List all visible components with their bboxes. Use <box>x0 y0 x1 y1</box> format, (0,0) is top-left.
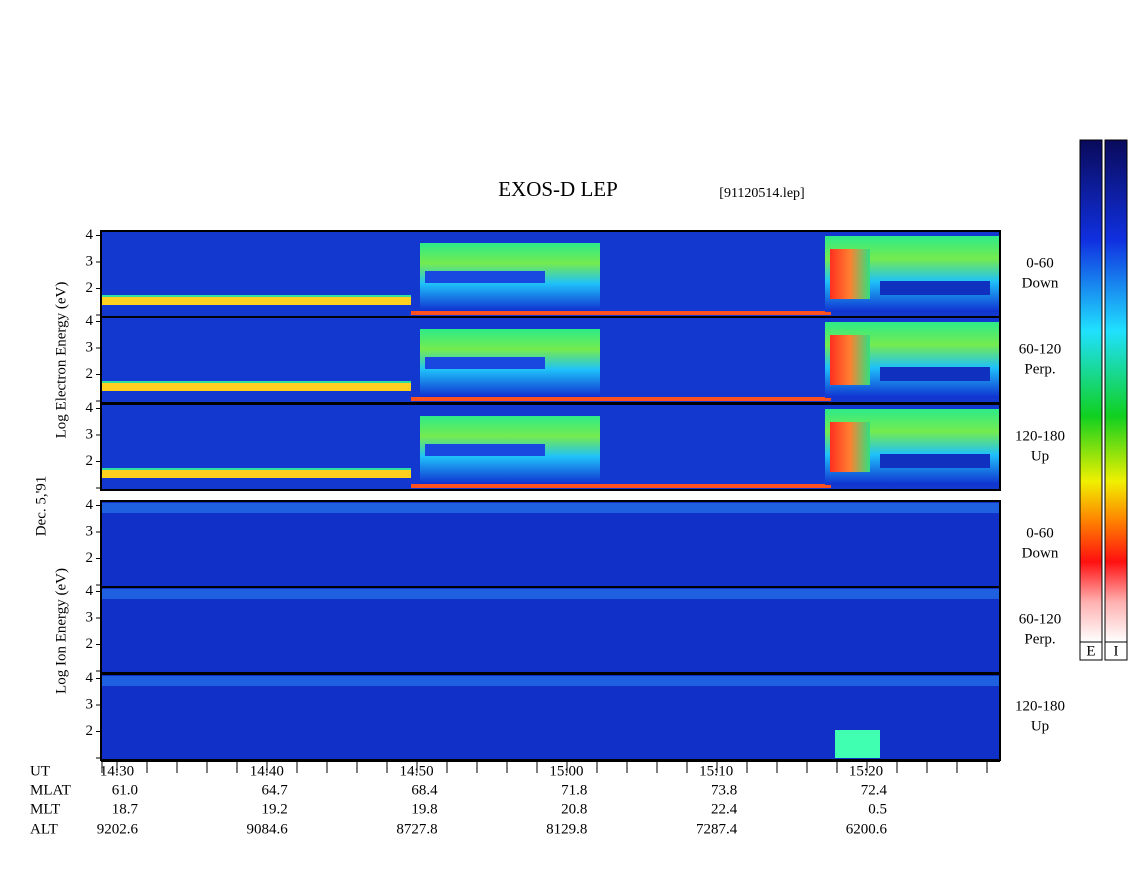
ion-feature <box>101 589 1001 599</box>
orbit-value: 7287.4 <box>696 821 738 837</box>
y-tick-label: 3 <box>86 609 94 625</box>
panel-direction: Perp. <box>1024 361 1055 377</box>
low-energy-band <box>101 470 411 478</box>
y-tick-label: 3 <box>86 253 94 269</box>
panel-angle: 60-120 <box>1019 611 1062 627</box>
precipitation <box>880 367 990 381</box>
orbit-value: 71.8 <box>561 782 587 798</box>
y-tick-label: 2 <box>86 280 94 296</box>
orbit-value: 0.5 <box>868 801 887 817</box>
row-label: UT <box>30 763 50 779</box>
panel-angle: 0-60 <box>1026 255 1054 271</box>
low-energy-band <box>101 381 411 383</box>
colorbar-label-box <box>1104 641 1128 661</box>
colorbar <box>1104 139 1128 643</box>
ion-feature <box>835 730 880 758</box>
title: EXOS-D LEP <box>498 177 618 201</box>
precipitation <box>880 454 990 468</box>
y-tick-label: 4 <box>86 400 94 416</box>
low-energy-band <box>101 297 411 305</box>
orbit-value: 6200.6 <box>846 821 888 837</box>
panel-angle: 0-60 <box>1026 525 1054 541</box>
precipitation <box>425 444 545 456</box>
panel-direction: Up <box>1031 448 1049 464</box>
y-tick-label: 2 <box>86 366 94 382</box>
orbit-value: 64.7 <box>262 782 289 798</box>
ion-feature <box>101 676 1001 686</box>
y-tick-label: 3 <box>86 523 94 539</box>
y-tick-label: 2 <box>86 453 94 469</box>
time-label: 14:30 <box>100 763 134 779</box>
y-tick-label: 3 <box>86 696 94 712</box>
precipitation <box>425 357 545 369</box>
y-tick-label: 3 <box>86 426 94 442</box>
low-energy-band <box>411 311 831 315</box>
time-label: 15:00 <box>549 763 583 779</box>
y-tick-label: 3 <box>86 339 94 355</box>
colorbar-label-box <box>1079 641 1103 661</box>
y-axis-label: Log Ion Energy (eV) <box>53 568 69 694</box>
colorbar-label: E <box>1086 643 1095 659</box>
y-tick-label: 4 <box>86 497 94 513</box>
orbit-value: 22.4 <box>711 801 738 817</box>
y-tick-label: 2 <box>86 723 94 739</box>
precipitation <box>830 249 870 299</box>
row-label: ALT <box>30 821 58 837</box>
colorbar <box>1079 139 1103 643</box>
time-label: 14:50 <box>400 763 434 779</box>
time-label: 15:20 <box>849 763 883 779</box>
low-energy-band <box>411 397 831 401</box>
y-tick-label: 2 <box>86 636 94 652</box>
orbit-value: 8129.8 <box>546 821 587 837</box>
orbit-value: 18.7 <box>112 801 139 817</box>
colorbar-label: I <box>1114 643 1119 659</box>
low-energy-band <box>411 484 831 488</box>
date-label: Dec. 5,'91 <box>33 476 49 537</box>
panel-angle: 120-180 <box>1015 698 1065 714</box>
orbit-value: 9202.6 <box>97 821 139 837</box>
panel-frame <box>100 403 1001 491</box>
orbit-value: 73.8 <box>711 782 737 798</box>
panel-angle: 120-180 <box>1015 428 1065 444</box>
y-tick-label: 2 <box>86 550 94 566</box>
orbit-value: 8727.8 <box>396 821 437 837</box>
panel-angle: 60-120 <box>1019 341 1062 357</box>
precipitation <box>425 271 545 283</box>
orbit-value: 9084.6 <box>247 821 289 837</box>
precipitation <box>830 335 870 385</box>
time-label: 15:10 <box>699 763 733 779</box>
orbit-value: 20.8 <box>561 801 587 817</box>
panel-direction: Down <box>1022 545 1059 561</box>
low-energy-band <box>101 383 411 391</box>
spectrogram-panel <box>101 501 1000 587</box>
orbit-value: 61.0 <box>112 782 138 798</box>
orbit-value: 68.4 <box>411 782 438 798</box>
precipitation <box>830 422 870 472</box>
panel-direction: Down <box>1022 275 1059 291</box>
panel-direction: Up <box>1031 718 1049 734</box>
time-label: 14:40 <box>250 763 284 779</box>
ion-feature <box>101 503 1001 513</box>
row-label: MLT <box>30 801 60 817</box>
y-tick-label: 4 <box>86 670 94 686</box>
low-energy-band <box>101 468 411 470</box>
row-label: MLAT <box>30 782 71 798</box>
y-tick-label: 4 <box>86 583 94 599</box>
orbit-value: 72.4 <box>861 782 888 798</box>
file-name: [91120514.lep] <box>719 186 804 201</box>
y-tick-label: 4 <box>86 227 94 243</box>
y-axis-label: Log Electron Energy (eV) <box>53 282 69 439</box>
panel-direction: Perp. <box>1024 631 1055 647</box>
orbit-value: 19.2 <box>262 801 288 817</box>
spectrogram-panel <box>101 587 1000 673</box>
precipitation <box>880 281 990 295</box>
orbit-value: 19.8 <box>411 801 437 817</box>
low-energy-band <box>101 295 411 297</box>
y-tick-label: 4 <box>86 313 94 329</box>
